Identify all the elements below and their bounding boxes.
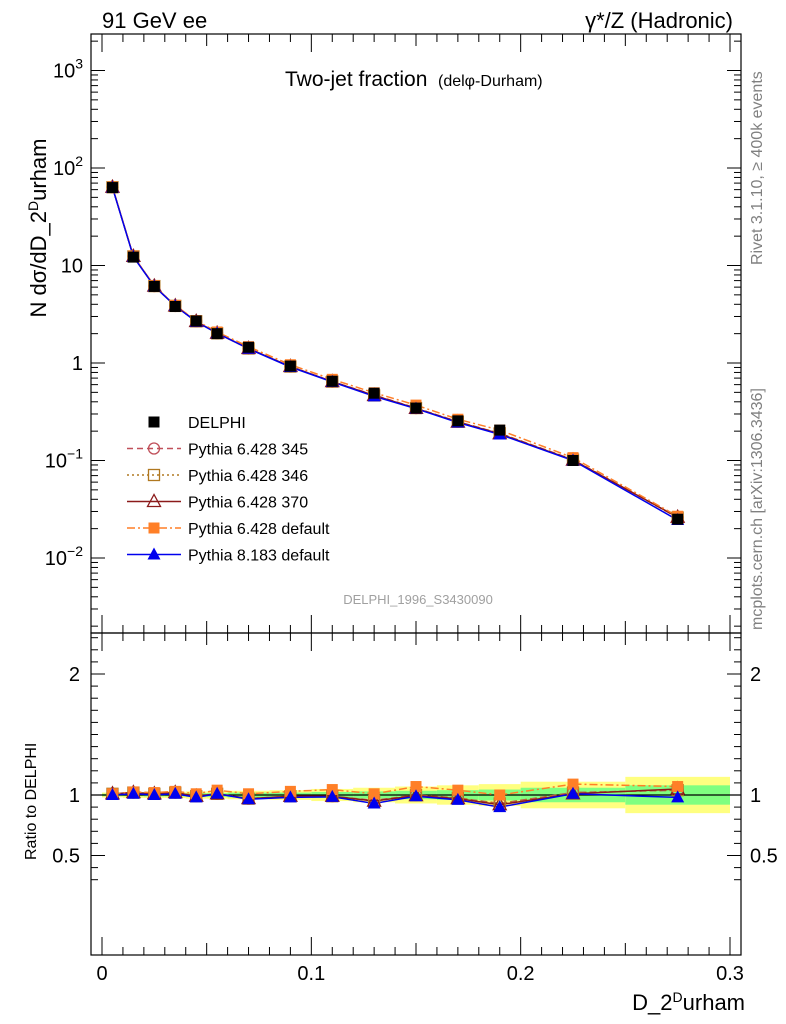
main-y-tick-label-exp: −1 bbox=[67, 446, 83, 462]
main-y-tick-label: 10 bbox=[61, 256, 83, 278]
point-data-3 bbox=[169, 300, 181, 312]
ratio-y-axis-title: Ratio to DELPHI bbox=[23, 743, 40, 860]
main-y-tick-label-exp: 3 bbox=[75, 56, 83, 72]
point-data-5 bbox=[211, 328, 223, 340]
main-y-tick-label-base: 10 bbox=[53, 158, 75, 180]
ratio-y-tick-label: 1 bbox=[69, 785, 80, 807]
ratio-point-p6def-14 bbox=[672, 781, 684, 793]
ratio-point-p6def-11 bbox=[452, 784, 464, 796]
x-tick-label: 0.1 bbox=[297, 963, 325, 985]
legend-marker-p345 bbox=[147, 442, 161, 455]
main-y-tick-label-exp: 2 bbox=[75, 153, 83, 169]
legend-item-p6def: Pythia 6.428 default bbox=[127, 521, 330, 538]
ratio-point-p8def-9 bbox=[367, 796, 381, 809]
point-data-14 bbox=[672, 513, 684, 525]
point-data-11 bbox=[452, 415, 464, 427]
ratio-y-tick-label-right: 0.5 bbox=[750, 846, 778, 868]
ratio-point-p8def-0 bbox=[105, 788, 119, 800]
legend-label-p346: Pythia 6.428 346 bbox=[188, 468, 308, 485]
ratio-point-p8def-11 bbox=[451, 792, 465, 805]
point-data-1 bbox=[127, 251, 139, 263]
point-data-6 bbox=[243, 341, 255, 353]
point-data-7 bbox=[284, 360, 296, 372]
analysis-watermark: DELPHI_1996_S3430090 bbox=[343, 592, 493, 607]
main-plot-frame bbox=[90, 33, 742, 634]
source-label: mcplots.cern.ch [arXiv:1306.3436] bbox=[749, 388, 766, 630]
main-y-tick-label-base: 10 bbox=[61, 256, 83, 278]
ratio-point-p8def-3 bbox=[168, 786, 182, 799]
ratio-point-p8def-10 bbox=[409, 789, 423, 802]
legend-marker-data bbox=[148, 416, 160, 428]
legend-label-p345: Pythia 6.428 345 bbox=[188, 442, 308, 459]
ratio-point-p6def-9 bbox=[368, 788, 380, 800]
ratio-point-p8def-12 bbox=[493, 800, 507, 813]
legend-item-p345: Pythia 6.428 345 bbox=[127, 442, 308, 459]
ratio-y-tick-label-right: 1 bbox=[750, 785, 761, 807]
ratio-point-p8def-14 bbox=[671, 790, 685, 803]
main-y-tick-label-base: 1 bbox=[72, 353, 83, 375]
point-data-4 bbox=[190, 315, 202, 327]
legend-label-p8def: Pythia 8.183 default bbox=[188, 548, 330, 565]
main-y-tick-label: 10−1 bbox=[45, 446, 83, 473]
legend-label-data: DELPHI bbox=[188, 415, 246, 432]
ratio-y-tick-label-right: 2 bbox=[750, 664, 761, 686]
rivet-label: Rivet 3.1.10, ≥ 400k events bbox=[749, 71, 766, 265]
main-y-tick-label-base: 10 bbox=[45, 548, 67, 570]
legend-item-p370: Pythia 6.428 370 bbox=[127, 493, 308, 512]
legend-item-p8def: Pythia 8.183 default bbox=[127, 547, 330, 565]
main-y-tick-label: 103 bbox=[53, 56, 83, 83]
main-y-tick-label: 102 bbox=[53, 153, 83, 180]
point-data-0 bbox=[106, 182, 118, 194]
legend-item-p346: Pythia 6.428 346 bbox=[127, 468, 308, 485]
point-data-9 bbox=[368, 387, 380, 399]
legend-item-data: DELPHI bbox=[148, 415, 246, 432]
point-data-8 bbox=[326, 375, 338, 387]
legend-label-p370: Pythia 6.428 370 bbox=[188, 495, 308, 512]
main-y-axis-title: N dσ/dD_2Durham bbox=[25, 138, 51, 317]
ratio-point-p6def-10 bbox=[410, 781, 422, 793]
header-left-label: 91 GeV ee bbox=[102, 8, 207, 33]
main-y-tick-label-base: 10 bbox=[45, 451, 67, 473]
ratio-point-p8def-7 bbox=[283, 790, 297, 803]
ratio-y-tick-label: 2 bbox=[69, 664, 80, 686]
main-y-tick-label-exp: −2 bbox=[67, 543, 83, 559]
x-tick-label: 0.3 bbox=[716, 963, 744, 985]
legend-marker-p346 bbox=[147, 468, 161, 482]
legend-marker-p370 bbox=[146, 493, 162, 508]
main-y-tick-label: 1 bbox=[72, 353, 83, 375]
main-title-suffix: (delφ-Durham) bbox=[438, 73, 543, 90]
x-tick-label: 0 bbox=[96, 963, 107, 985]
point-data-13 bbox=[567, 455, 579, 466]
ratio-point-p6def-13 bbox=[567, 778, 579, 790]
main-y-tick-label-base: 10 bbox=[53, 61, 75, 83]
main-title: Two-jet fraction bbox=[285, 68, 427, 91]
ratio-point-p8def-4 bbox=[189, 790, 203, 803]
ratio-point-p6def-12 bbox=[494, 789, 506, 801]
main-y-tick-label: 10−2 bbox=[45, 543, 83, 570]
ratio-point-p8def-6 bbox=[242, 792, 256, 805]
header-right-label: γ*/Z (Hadronic) bbox=[585, 8, 733, 33]
ratio-plot-panel: 0.5 0.5 1 1 2 2 0 0.1 0.2 0.3 bbox=[52, 632, 778, 985]
ratio-point-p8def-2 bbox=[147, 788, 161, 800]
point-data-12 bbox=[494, 424, 506, 436]
legend-marker-p6def bbox=[148, 522, 160, 534]
ratio-point-p8def-13 bbox=[566, 786, 580, 799]
point-data-2 bbox=[148, 280, 160, 292]
x-axis-title: D_2Durham bbox=[632, 989, 745, 1015]
ratio-point-p8def-5 bbox=[210, 786, 224, 799]
ratio-y-tick-label: 0.5 bbox=[52, 846, 80, 868]
ratio-point-p6def-8 bbox=[326, 784, 338, 796]
main-y-axis-title-text: N dσ/dD_2 bbox=[26, 211, 51, 318]
legend-marker-p8def bbox=[147, 547, 161, 560]
x-tick-label: 0.2 bbox=[507, 963, 535, 985]
series-line-p6def bbox=[111, 186, 679, 517]
ratio-point-p8def-1 bbox=[126, 786, 140, 799]
legend: DELPHI Pythia 6.428 345 Pythia 6.428 346 Py… bbox=[127, 415, 330, 565]
point-data-10 bbox=[410, 402, 422, 414]
ratio-line-p346 bbox=[112, 789, 678, 805]
legend-label-p6def: Pythia 6.428 default bbox=[188, 521, 330, 538]
ratio-point-p8def-8 bbox=[325, 789, 339, 802]
